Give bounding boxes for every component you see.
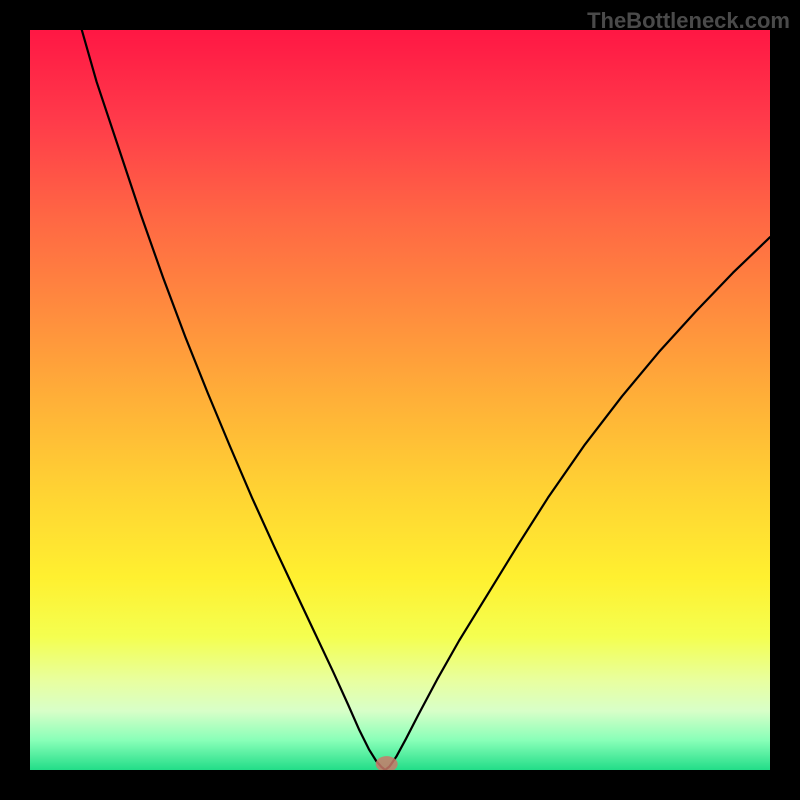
watermark-text: TheBottleneck.com	[587, 8, 790, 34]
chart-container: TheBottleneck.com	[0, 0, 800, 800]
chart-gradient-background	[30, 30, 770, 770]
optimum-marker	[376, 756, 398, 772]
bottleneck-chart	[0, 0, 800, 800]
